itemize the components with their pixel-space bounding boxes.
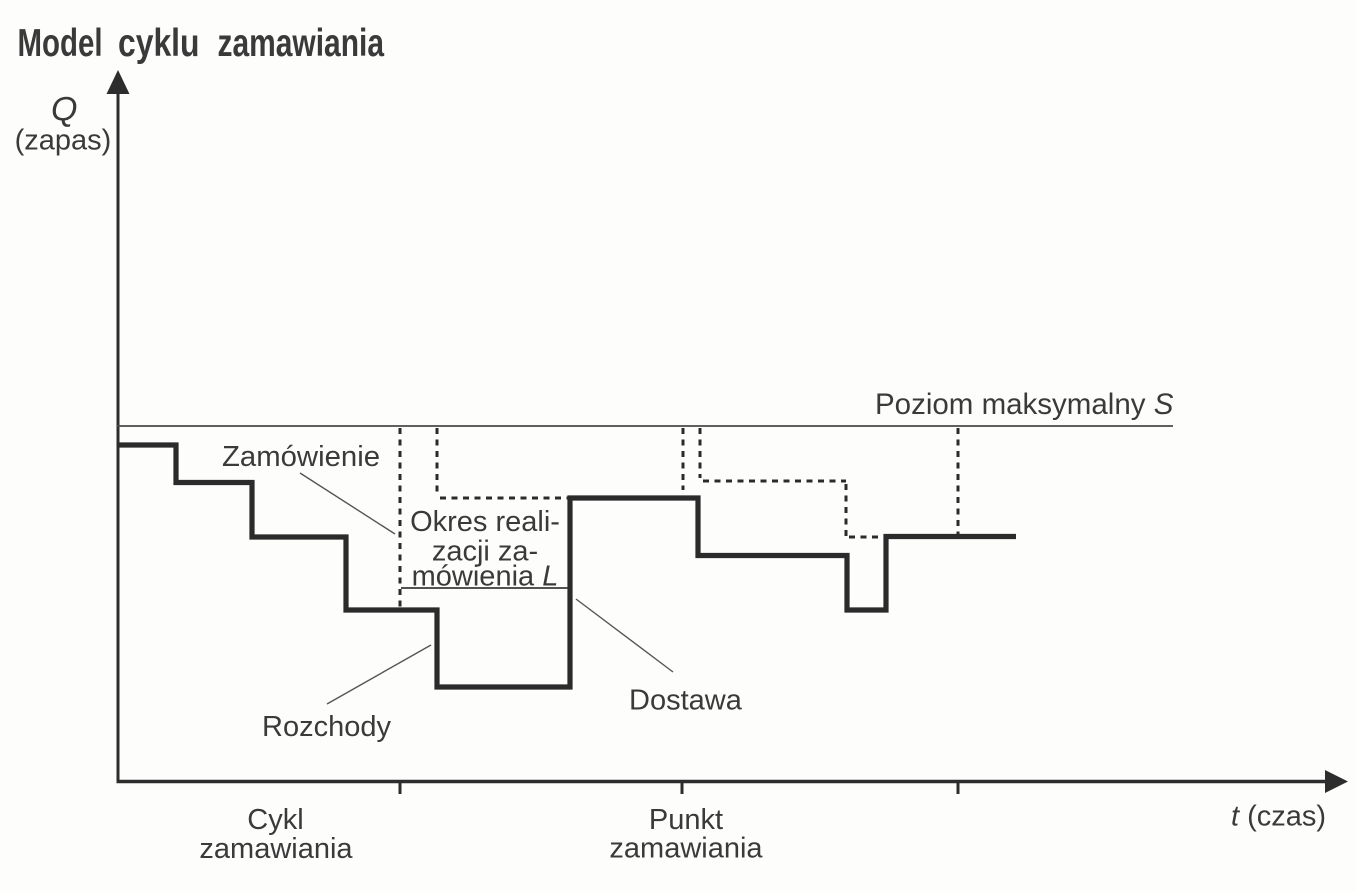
- svg-text:(zapas): (zapas): [15, 125, 112, 157]
- svg-text:zacji za-: zacji za-: [432, 536, 538, 568]
- svg-text:Dostawa: Dostawa: [629, 685, 743, 717]
- svg-text:Cykl: Cykl: [247, 804, 303, 836]
- svg-text:mówienia L: mówienia L: [412, 561, 559, 593]
- svg-text:Q: Q: [51, 91, 77, 129]
- svg-text:Rozchody: Rozchody: [262, 711, 391, 743]
- svg-text:zamawiania: zamawiania: [609, 833, 763, 865]
- svg-text:Zamówienie: Zamówienie: [222, 441, 380, 473]
- svg-text:Punkt: Punkt: [649, 804, 723, 836]
- svg-text:t (czas): t (czas): [1231, 801, 1326, 833]
- svg-text:Okres reali-: Okres reali-: [410, 506, 560, 538]
- svg-text:zamawiania: zamawiania: [199, 833, 353, 865]
- svg-text:Poziom maksymalny S: Poziom maksymalny S: [875, 388, 1174, 421]
